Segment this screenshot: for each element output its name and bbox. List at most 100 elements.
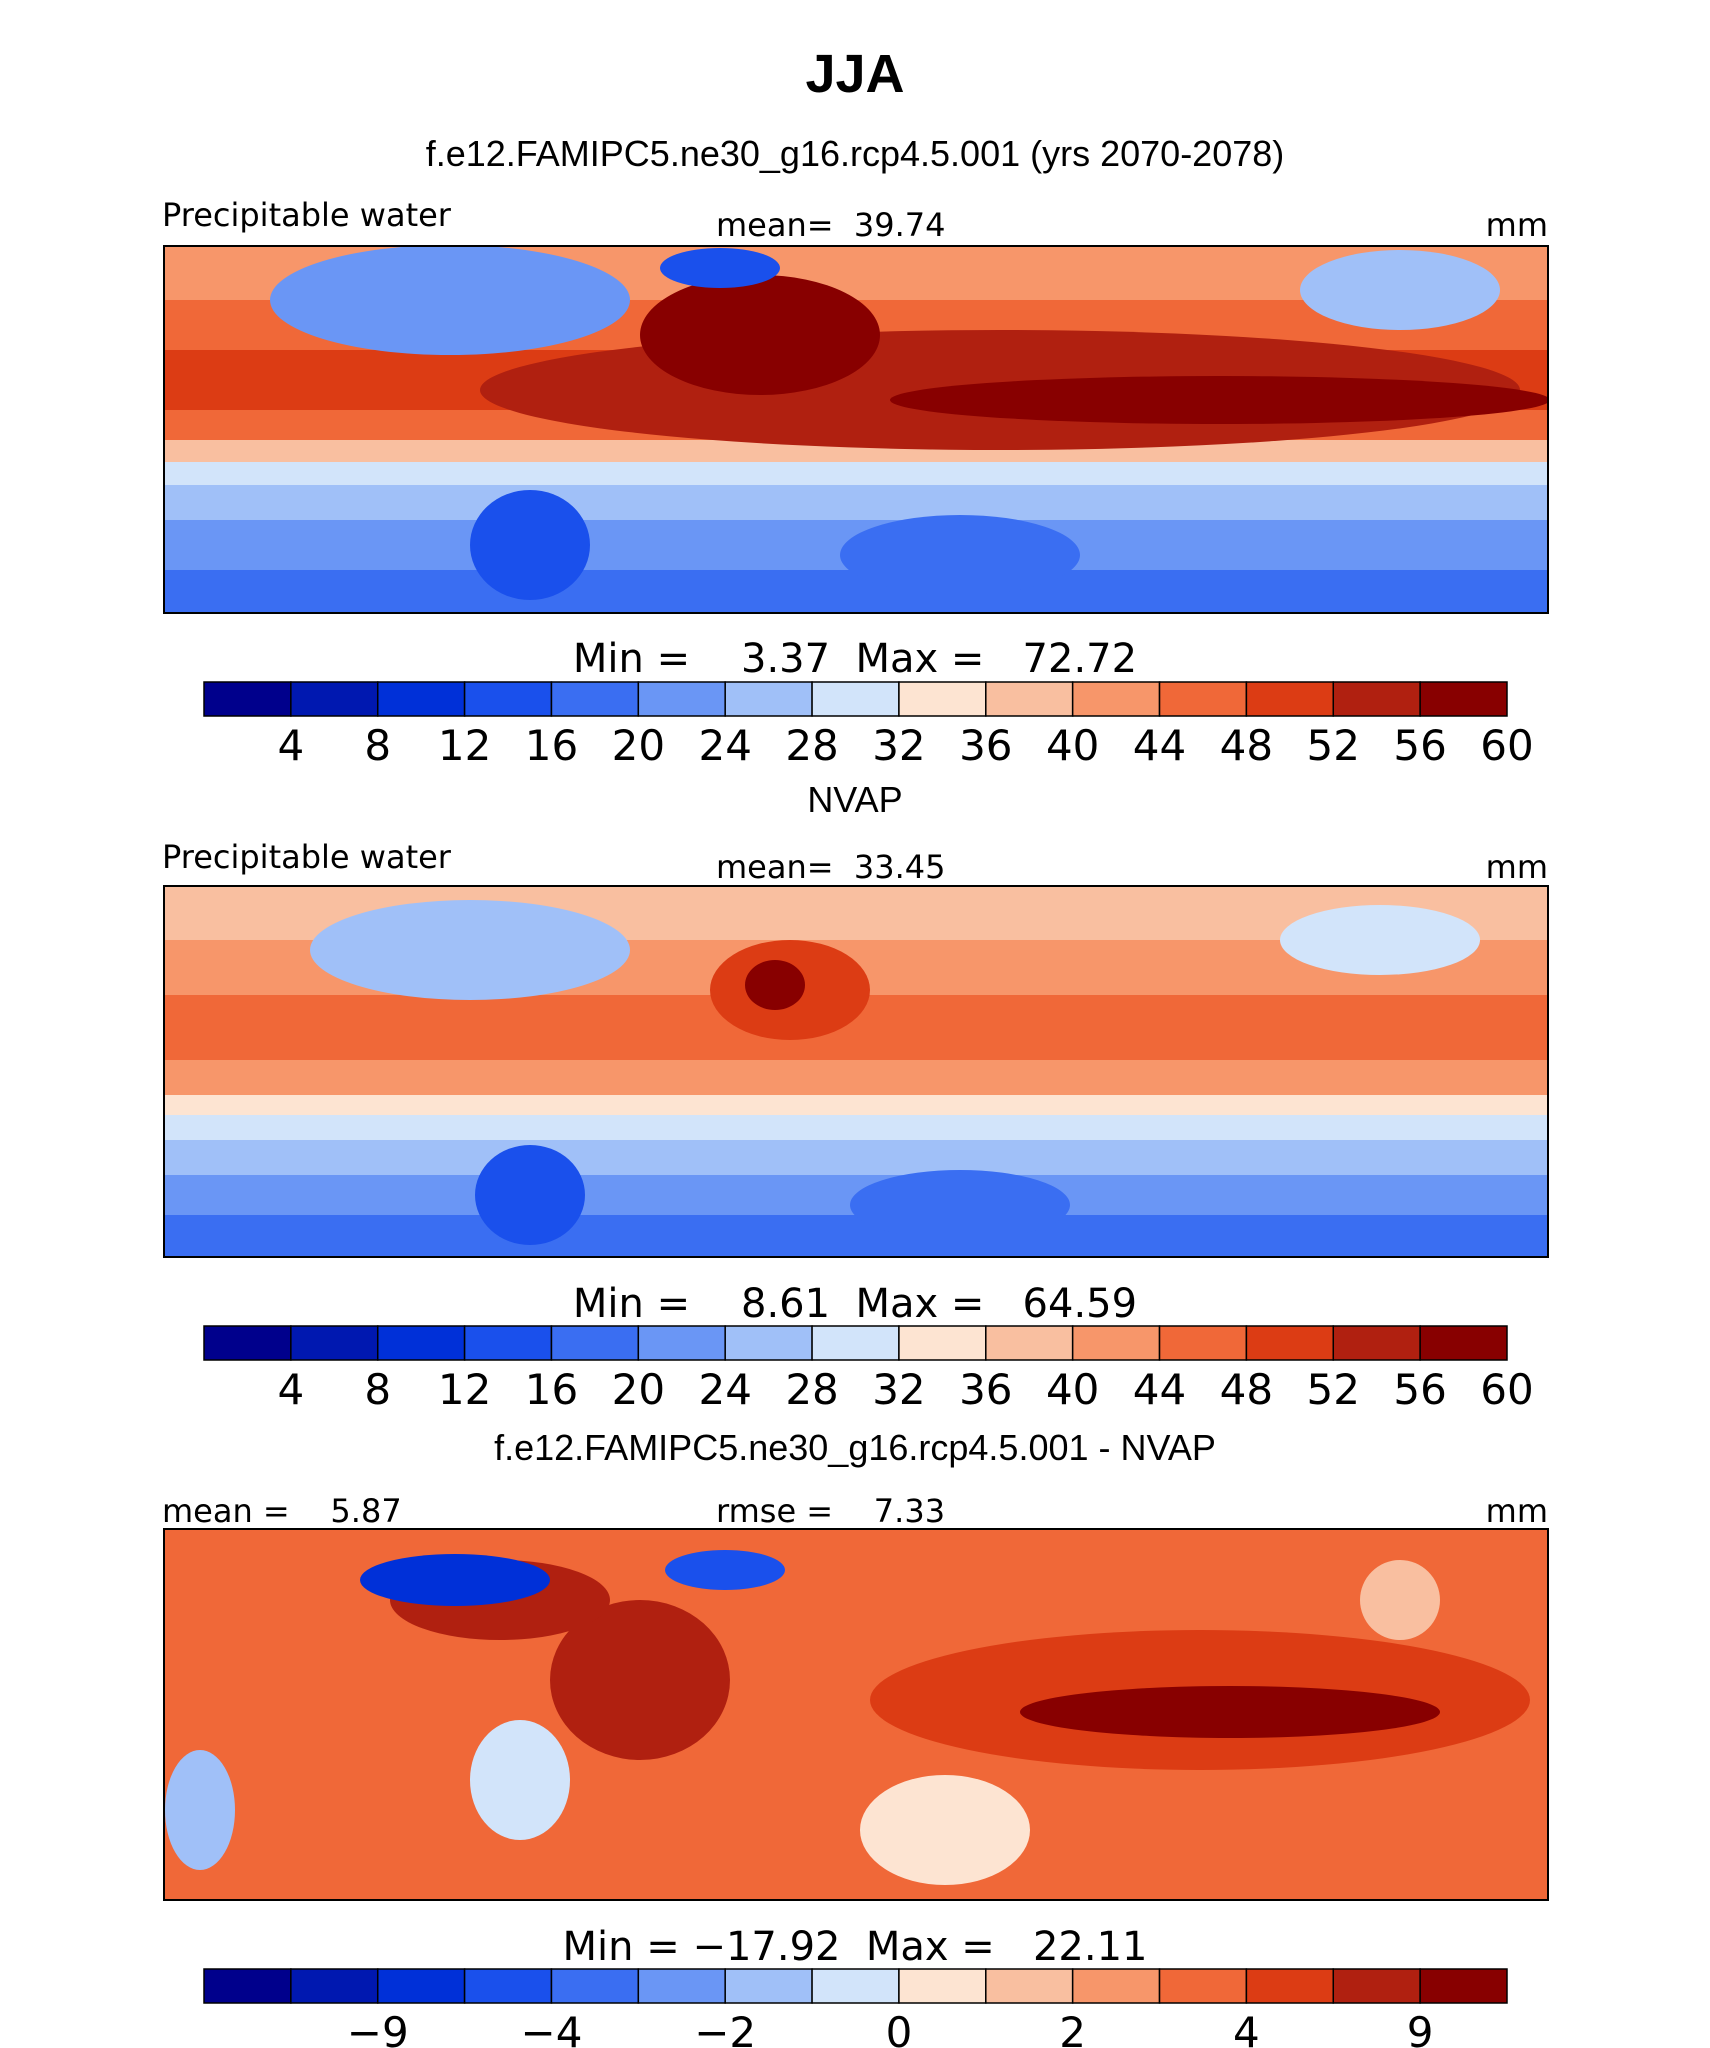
colorbar-tick-label: 32: [872, 1365, 925, 1414]
colorbar-swatch: [811, 1968, 900, 2004]
colorbar-swatch: [203, 681, 292, 717]
colorbar: [203, 1968, 1508, 2004]
colorbar-swatch: [724, 1325, 813, 1361]
colorbar-tick-label: 2: [1059, 2008, 1086, 2048]
colorbar-tick-label: −9: [347, 2008, 409, 2048]
variable-label: Precipitable water: [162, 838, 452, 876]
colorbar-swatch: [1419, 1325, 1508, 1361]
colorbar-tick-label: 52: [1307, 721, 1360, 770]
colorbar-tick-label: 8: [364, 1365, 391, 1414]
panel-title: f.e12.FAMIPC5.ne30_g16.rcp4.5.001 - NVAP: [494, 1427, 1216, 1468]
colorbar-tick-label: 4: [1233, 2008, 1260, 2048]
colorbar-swatch: [463, 1325, 553, 1361]
colorbar-tick-label: 36: [959, 721, 1012, 770]
colorbar-swatch: [1071, 1325, 1161, 1361]
colorbar: [203, 681, 1508, 717]
colorbar-tick-label: 60: [1480, 1365, 1533, 1414]
minmax-label: Min = 3.37 Max = 72.72: [573, 636, 1137, 682]
colorbar-ticks: 4 8 12 16 20 24 28 32 36 40 44 48 52 56 60: [277, 1365, 1533, 1414]
colorbar-swatch: [985, 1325, 1074, 1361]
colorbar-tick-label: 24: [698, 1365, 751, 1414]
colorbar-tick-label: 4: [277, 721, 304, 770]
panel-observation: NVAP Precipitable water mean= 33.45 mm M…: [162, 779, 1549, 1414]
colorbar-tick-label: 24: [698, 721, 751, 770]
mean-label: mean= 39.74: [716, 206, 946, 244]
colorbar-tick-label: 44: [1133, 721, 1186, 770]
colorbar-swatch: [203, 1968, 292, 2004]
colorbar-ticks: 4 8 12 16 20 24 28 32 36 40 44 48 52 56 60: [277, 721, 1533, 770]
colorbar-swatch: [376, 681, 466, 717]
colorbar-tick-label: 48: [1220, 721, 1273, 770]
map-field: [164, 886, 1548, 1257]
colorbar-swatch: [985, 681, 1074, 717]
colorbar-swatch: [637, 681, 726, 717]
colorbar-tick-label: 52: [1307, 1365, 1360, 1414]
colorbar-tick-label: −2: [694, 2008, 756, 2048]
panel-difference: f.e12.FAMIPC5.ne30_g16.rcp4.5.001 - NVAP…: [162, 1427, 1549, 2048]
colorbar-swatch: [463, 681, 553, 717]
colorbar-swatch: [637, 1968, 726, 2004]
colorbar-swatch: [376, 1325, 466, 1361]
colorbar-swatch: [463, 1968, 553, 2004]
colorbar-tick-label: 8: [364, 721, 391, 770]
figure-title: JJA: [805, 44, 904, 104]
colorbar-tick-label: 60: [1480, 721, 1533, 770]
colorbar-tick-label: 48: [1220, 1365, 1273, 1414]
colorbar-tick-label: 56: [1393, 1365, 1446, 1414]
colorbar-tick-label: 40: [1046, 1365, 1099, 1414]
colorbar-swatch: [1158, 681, 1248, 717]
colorbar-tick-label: 9: [1407, 2008, 1434, 2048]
colorbar-tick-label: 16: [525, 1365, 578, 1414]
colorbar-swatch: [1158, 1325, 1248, 1361]
colorbar-tick-label: 12: [438, 721, 491, 770]
variable-label: Precipitable water: [162, 196, 452, 234]
colorbar-tick-label: 28: [785, 1365, 838, 1414]
mean-label: mean = 5.87: [162, 1492, 402, 1530]
colorbar-tick-label: 32: [872, 721, 925, 770]
colorbar-swatch: [550, 1968, 640, 2004]
colorbar-tick-label: 4: [277, 1365, 304, 1414]
colorbar-tick-label: 16: [525, 721, 578, 770]
colorbar-swatch: [1071, 1968, 1161, 2004]
units-label: mm: [1486, 1492, 1548, 1530]
rmse-label: rmse = 7.33: [716, 1492, 945, 1530]
mean-label: mean= 33.45: [716, 848, 946, 886]
colorbar-tick-label: 44: [1133, 1365, 1186, 1414]
colorbar-swatch: [724, 1968, 813, 2004]
colorbar-swatch: [1419, 1968, 1508, 2004]
colorbar-tick-label: 56: [1393, 721, 1446, 770]
colorbar-ticks: −9 −4 −2 0 2 4 9: [347, 2008, 1434, 2048]
colorbar-swatch: [1332, 681, 1421, 717]
colorbar-swatch: [811, 681, 900, 717]
colorbar-tick-label: 0: [886, 2008, 913, 2048]
colorbar-swatch: [203, 1325, 292, 1361]
colorbar-swatch: [1332, 1325, 1421, 1361]
panel-title: f.e12.FAMIPC5.ne30_g16.rcp4.5.001 (yrs 2…: [426, 133, 1285, 174]
map-frame: [163, 1528, 1549, 1901]
map-frame: [163, 245, 1549, 614]
colorbar-swatch: [376, 1968, 466, 2004]
map-field: [164, 246, 1548, 613]
units-label: mm: [1486, 848, 1548, 886]
colorbar-tick-label: 20: [612, 721, 665, 770]
colorbar-swatch: [985, 1968, 1074, 2004]
colorbar-swatch: [724, 681, 813, 717]
map-frame: [163, 885, 1549, 1258]
colorbar-swatch: [1332, 1968, 1421, 2004]
colorbar-tick-label: 20: [612, 1365, 665, 1414]
units-label: mm: [1486, 206, 1548, 244]
panel-title: NVAP: [807, 779, 902, 820]
colorbar-swatch: [1245, 1968, 1335, 2004]
colorbar-swatch: [898, 681, 987, 717]
panel-model: f.e12.FAMIPC5.ne30_g16.rcp4.5.001 (yrs 2…: [162, 133, 1549, 770]
colorbar-tick-label: −4: [521, 2008, 583, 2048]
colorbar-tick-label: 40: [1046, 721, 1099, 770]
colorbar-swatch: [1245, 681, 1335, 717]
colorbar-swatch: [1158, 1968, 1248, 2004]
colorbar-tick-label: 28: [785, 721, 838, 770]
colorbar-swatch: [898, 1968, 987, 2004]
colorbar-swatch: [550, 681, 640, 717]
colorbar-swatch: [550, 1325, 640, 1361]
colorbar-swatch: [811, 1325, 900, 1361]
